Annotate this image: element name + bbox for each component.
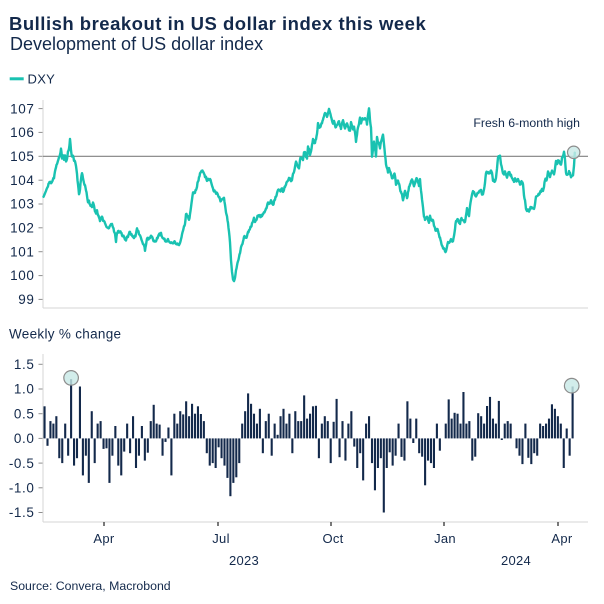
svg-text:104: 104	[10, 173, 34, 188]
svg-text:2023: 2023	[229, 553, 259, 568]
svg-text:Apr: Apr	[551, 531, 573, 546]
svg-text:-1.0: -1.0	[9, 481, 35, 496]
svg-text:Fresh 6-month high: Fresh 6-month high	[473, 116, 580, 130]
svg-text:102: 102	[10, 221, 34, 236]
svg-text:99: 99	[18, 292, 34, 307]
svg-text:Jan: Jan	[434, 531, 456, 546]
svg-text:105: 105	[10, 149, 34, 164]
svg-text:DXY: DXY	[28, 72, 56, 87]
svg-text:Source: Convera, Macrobond: Source: Convera, Macrobond	[10, 579, 171, 593]
svg-text:103: 103	[10, 197, 34, 212]
svg-text:Apr: Apr	[93, 531, 115, 546]
svg-text:1.5: 1.5	[14, 357, 35, 372]
svg-text:100: 100	[10, 268, 34, 283]
svg-text:Bullish breakout in US dollar: Bullish breakout in US dollar index this…	[9, 13, 426, 34]
svg-text:1.0: 1.0	[14, 382, 35, 397]
svg-text:2024: 2024	[501, 553, 531, 568]
svg-text:0.5: 0.5	[14, 406, 35, 421]
svg-text:-0.5: -0.5	[9, 456, 35, 471]
svg-text:Development of US dollar index: Development of US dollar index	[10, 34, 263, 54]
svg-text:0.0: 0.0	[14, 431, 35, 446]
svg-text:106: 106	[10, 125, 34, 140]
svg-text:107: 107	[10, 101, 34, 116]
svg-text:-1.5: -1.5	[9, 505, 35, 520]
svg-text:Oct: Oct	[322, 531, 343, 546]
svg-text:Jul: Jul	[212, 531, 230, 546]
svg-text:Weekly % change: Weekly % change	[9, 327, 121, 342]
svg-text:101: 101	[10, 244, 34, 259]
